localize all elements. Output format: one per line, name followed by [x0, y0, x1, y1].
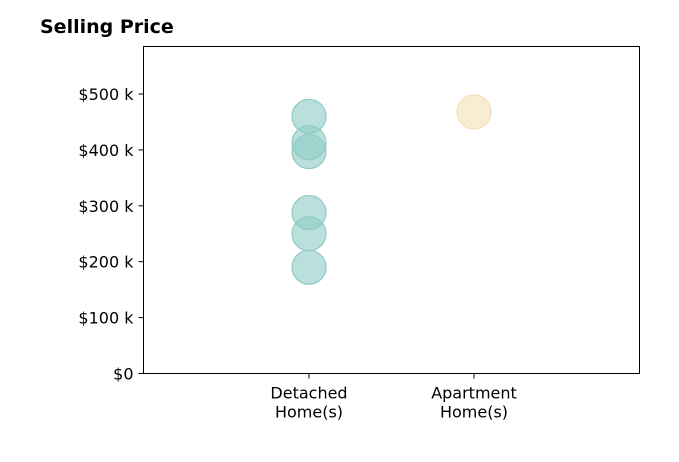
- y-tick-label: $200 k: [78, 253, 134, 272]
- data-point: [291, 249, 327, 285]
- x-axis: Detached Home(s) Apartment Home(s): [270, 373, 517, 422]
- x-tick-label: Apartment Home(s): [431, 384, 517, 422]
- data-point: [291, 194, 327, 231]
- data-point: [456, 94, 492, 130]
- x-tick-label: Detached Home(s): [270, 384, 347, 422]
- data-points: [291, 94, 492, 285]
- y-tick-label: $300 k: [78, 197, 134, 216]
- y-tick-label: $400 k: [78, 141, 134, 160]
- y-tick-label: $500 k: [78, 85, 134, 104]
- plot-frame: [143, 46, 640, 374]
- y-tick-label: $0: [113, 365, 133, 384]
- chart-title: Selling Price: [40, 16, 174, 38]
- y-axis: $0 $100 k $200 k $300 k $400 k $500 k: [78, 85, 144, 384]
- data-point: [291, 98, 327, 134]
- y-tick-label: $100 k: [78, 309, 134, 328]
